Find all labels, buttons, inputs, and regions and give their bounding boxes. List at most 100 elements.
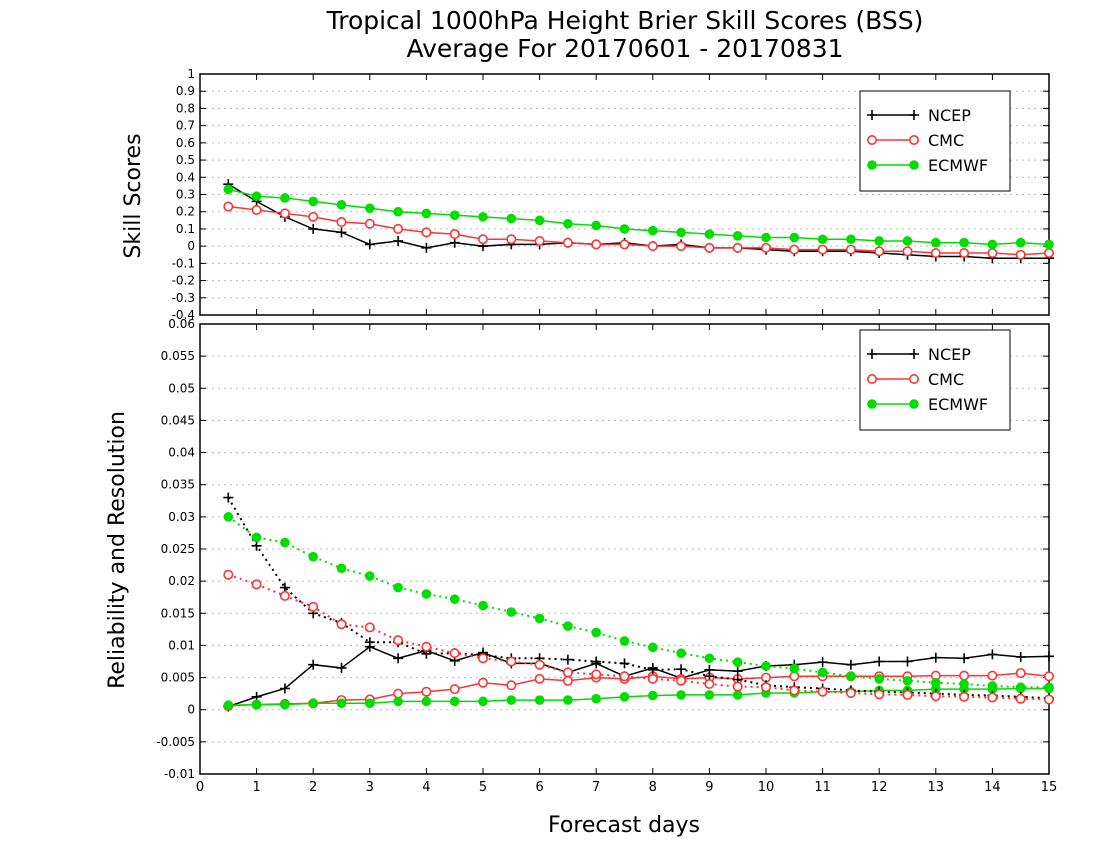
top-y-tick-label: 0.7	[176, 119, 195, 133]
bottom-line-series-3-dotted	[227, 497, 1050, 700]
top-series-cmc	[223, 201, 1055, 260]
bottom-series-series-4-dotted	[223, 569, 1055, 705]
top-point-ecmwf	[846, 234, 856, 245]
bottom-point-ecmwf	[732, 690, 743, 700]
top-point-ecmwf	[563, 218, 573, 229]
bottom-point-series-5-dotted	[421, 589, 432, 599]
bottom-point-cmc	[987, 670, 998, 681]
top-panel-skill-scores: 1 0.9 0.8 0.7 0.6 0.5 0.4 0.3 0.2 0.1 0 -0.1 -0.2 -0.…	[172, 67, 1055, 322]
bottom-y-tick-label: -0.005	[156, 735, 195, 749]
top-point-ecmwf	[959, 237, 969, 248]
bottom-point-series-5-dotted	[393, 582, 403, 593]
bottom-legend-marker	[867, 399, 877, 409]
bottom-point-series-4-dotted	[393, 635, 404, 646]
bottom-point-series-4-dotted	[477, 653, 488, 664]
top-point-cmc	[959, 248, 970, 259]
x-tick-label: 1	[252, 780, 260, 795]
bottom-point-ecmwf	[534, 695, 545, 705]
bottom-legend: NCEP CMC ECMWF	[859, 329, 1011, 431]
bottom-point-series-5-dotted	[534, 613, 545, 624]
bottom-y-tick-label: 0.06	[168, 317, 195, 331]
bottom-point-cmc	[1015, 668, 1026, 679]
top-y-tick-label: -0.3	[172, 291, 195, 305]
bottom-point-series-5-dotted	[846, 671, 856, 682]
bottom-point-ncep	[817, 657, 828, 668]
bottom-legend-marker	[909, 399, 919, 409]
bottom-point-ncep	[279, 683, 290, 694]
top-point-cmc	[251, 204, 262, 215]
bottom-point-series-5-dotted	[336, 563, 347, 574]
bottom-point-series-5-dotted	[251, 532, 262, 543]
top-point-cmc	[1015, 249, 1026, 260]
bottom-series-ncep	[223, 641, 1054, 712]
top-point-ecmwf	[987, 239, 998, 250]
top-point-ecmwf	[704, 229, 715, 239]
bottom-point-cmc	[959, 670, 970, 681]
top-point-ecmwf	[1044, 239, 1054, 250]
bottom-point-ecmwf	[421, 696, 432, 707]
x-tick-label: 5	[479, 780, 487, 795]
bottom-point-series-4-dotted	[562, 667, 573, 678]
bottom-point-series-5-dotted	[761, 661, 771, 671]
bottom-point-series-4-dotted	[789, 685, 800, 696]
bottom-point-series-3-dotted	[251, 540, 262, 551]
bottom-point-series-4-dotted	[902, 689, 913, 700]
x-tick-label: 6	[535, 780, 543, 795]
bottom-point-series-5-dotted	[619, 636, 630, 646]
bottom-y-tick-label: 0.035	[161, 478, 195, 492]
top-point-ecmwf	[789, 232, 800, 243]
bottom-point-cmc	[421, 686, 432, 697]
top-point-ncep	[421, 242, 432, 253]
top-y-tick-label: -0.4	[172, 308, 195, 322]
top-point-ecmwf	[761, 232, 771, 243]
bottom-legend-box	[859, 329, 1011, 431]
top-legend: NCEP CMC ECMWF	[859, 90, 1011, 192]
top-point-cmc	[223, 201, 234, 212]
top-point-cmc	[817, 244, 828, 255]
x-axis-label: Forecast days	[548, 813, 700, 838]
top-point-cmc	[987, 248, 998, 259]
bottom-legend-label: NCEP	[928, 345, 971, 364]
bottom-point-series-3-dotted	[364, 637, 375, 648]
bottom-point-series-5-dotted	[902, 675, 913, 686]
bottom-legend-label: CMC	[928, 370, 964, 389]
x-tick-label: 0	[196, 780, 204, 795]
bottom-point-series-4-dotted	[704, 678, 715, 689]
top-point-ncep	[308, 223, 319, 234]
top-point-ecmwf	[732, 231, 743, 241]
x-tick-label: 2	[309, 780, 317, 795]
bottom-legend-label: ECMWF	[928, 395, 988, 414]
bottom-point-ecmwf	[704, 690, 715, 700]
bottom-point-series-5-dotted	[223, 512, 234, 522]
bottom-point-series-4-dotted	[421, 641, 432, 652]
top-point-ncep	[393, 235, 404, 246]
top-legend-marker	[866, 135, 877, 146]
bottom-point-series-5-dotted	[789, 663, 800, 674]
top-legend-label: NCEP	[928, 106, 971, 125]
bottom-point-ecmwf	[280, 699, 290, 710]
bottom-point-ncep	[845, 659, 856, 670]
bottom-point-series-4-dotted	[930, 691, 941, 702]
x-tick-label: 9	[705, 780, 713, 795]
top-point-ecmwf	[506, 213, 517, 224]
top-point-cmc	[930, 248, 941, 259]
x-tick-label: 10	[758, 780, 775, 795]
top-point-cmc	[364, 218, 375, 229]
bottom-y-tick-label: 0	[187, 703, 195, 717]
bottom-point-series-3-dotted	[676, 664, 687, 675]
bottom-point-series-5-dotted	[1015, 682, 1026, 693]
top-y-tick-label: 0.3	[176, 188, 195, 202]
bottom-line-ecmwf	[228, 687, 1049, 706]
top-point-ecmwf	[1015, 237, 1026, 248]
bottom-point-series-5-dotted	[648, 642, 658, 653]
bottom-point-series-3-dotted	[562, 654, 573, 665]
bottom-legend-marker	[909, 349, 919, 359]
bottom-point-series-3-dotted	[591, 656, 602, 667]
top-point-ecmwf	[534, 215, 545, 226]
bottom-point-ecmwf	[223, 700, 234, 711]
top-point-cmc	[874, 246, 885, 257]
bottom-y-tick-label: 0.025	[161, 542, 195, 556]
bottom-line-series-5-dotted	[227, 516, 1049, 689]
top-point-cmc	[279, 208, 290, 219]
